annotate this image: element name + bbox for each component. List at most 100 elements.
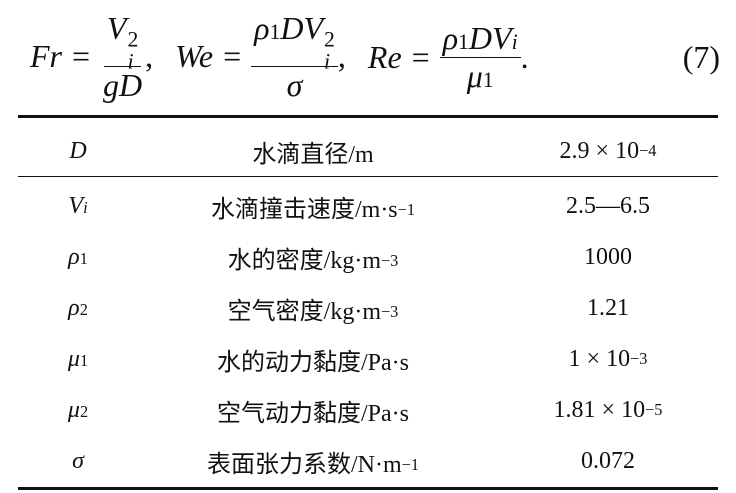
punctuation: . [520,38,529,75]
symbol: ρ [68,243,80,270]
math-piece: 水的动力黏度/Pa·s [217,342,409,377]
table-cell: 水滴撞击速度/m·s −1 [168,181,458,231]
equation-term: We = ρ 1 DV 2 i σ, [175,10,346,103]
fraction: V 2 i gD [100,10,145,103]
superscript: 2 [127,27,139,52]
table-cell: 空气动力黏度/Pa·s [168,385,458,435]
subscript: i [83,197,88,217]
subscript: 1 [79,350,89,370]
table-cell: 水的动力黏度/Pa·s [168,334,458,384]
math-piece: DV 2 i [280,10,335,72]
text: 空气密度/kg·m [227,298,381,325]
table-cell: D [18,126,138,176]
relation: = [223,38,242,75]
symbol: μ [67,345,80,372]
table-row: μ 1 水的动力黏度/Pa·s 1 × 10 −3 [18,334,718,384]
math-piece: 水滴撞击速度/m·s −1 [211,189,415,224]
equation-term: Fr = V 2 i gD, [30,10,153,103]
superscript: −3 [380,301,399,321]
math-piece: 2.5—6.5 [566,193,650,220]
math-piece: 空气动力黏度/Pa·s [217,393,409,428]
math-piece: 1.21 [587,295,629,322]
symbol: μ [466,57,483,94]
math-piece: D [69,138,86,165]
denominator: gD [100,67,145,104]
math-piece: gD [103,67,142,104]
superscript: −3 [630,348,648,368]
math-piece: 1.81 × 10 −5 [554,397,663,424]
symbol: D [69,137,87,164]
table-cell: 空气密度/kg·m −3 [168,283,458,333]
symbol: ρ [254,10,270,47]
text: 1.21 [587,294,629,321]
table-cell: 1 × 10 −3 [498,334,718,384]
text: 水滴撞击速度/m·s [210,196,398,223]
equation-number: (7) [682,38,720,75]
relation: = [72,38,91,75]
table-row: D 水滴直径/m 2.9 × 10 −4 [18,126,718,176]
math-piece: DV i [469,20,518,57]
text: 0.072 [581,447,635,474]
lhs: Re [367,38,402,75]
subscript: i [324,49,331,74]
table-row: ρ 1 水的密度/kg·m −3 1000 [18,232,718,282]
symbol: σ [286,66,303,103]
text: 表面张力系数/N·m [206,451,402,478]
table-row: ρ 2 空气密度/kg·m −3 1.21 [18,283,718,333]
subscript: 2 [79,401,89,421]
math-piece: 2.9 × 10 −4 [560,138,657,165]
math-piece: σ [287,67,303,104]
subscript: 1 [458,29,469,54]
bottom-rule [18,487,718,490]
relation: = [411,38,430,75]
table-cell: 2.5—6.5 [498,181,718,231]
mid-rule [18,176,718,178]
table-cell: 水滴直径/m [168,126,458,176]
table-cell: 0.072 [498,436,718,486]
symbol: DV [468,19,512,56]
superscript: −4 [639,140,657,160]
subscript: 1 [79,248,88,268]
symbol: V [106,10,127,47]
equation-term: Re = ρ 1 DV i μ 1. [368,20,529,95]
text: 1000 [584,243,632,270]
superscript: 2 [324,27,335,52]
symbol: σ [72,447,84,474]
text: 水的密度/kg·m [227,247,381,274]
superscript: −1 [397,199,416,219]
symbol: V [68,192,84,219]
lhs: Fr [30,38,62,75]
math-piece: 1 × 10 −3 [569,346,648,373]
text: 水滴直径/m [252,141,374,168]
math-piece: 1000 [584,244,632,271]
math-piece: 空气密度/kg·m −3 [228,291,399,326]
math-piece: 水的密度/kg·m −3 [228,240,399,275]
table-cell: 表面张力系数/N·m −1 [168,436,458,486]
superscript: −3 [380,250,399,270]
equation: Fr = V 2 i gD, We = ρ 1 DV 2 i σ, Re = ρ 1 DV i μ 1. (7) [0,2,736,112]
lhs: We [175,38,214,75]
symbol: ρ [442,19,459,56]
text: 水的动力黏度/Pa·s [217,349,409,376]
table-row: σ 表面张力系数/N·m −1 0.072 [18,436,718,486]
subscript: 2 [79,299,88,319]
top-rule [18,115,718,118]
fraction: ρ 1 DV 2 i σ [251,10,338,103]
